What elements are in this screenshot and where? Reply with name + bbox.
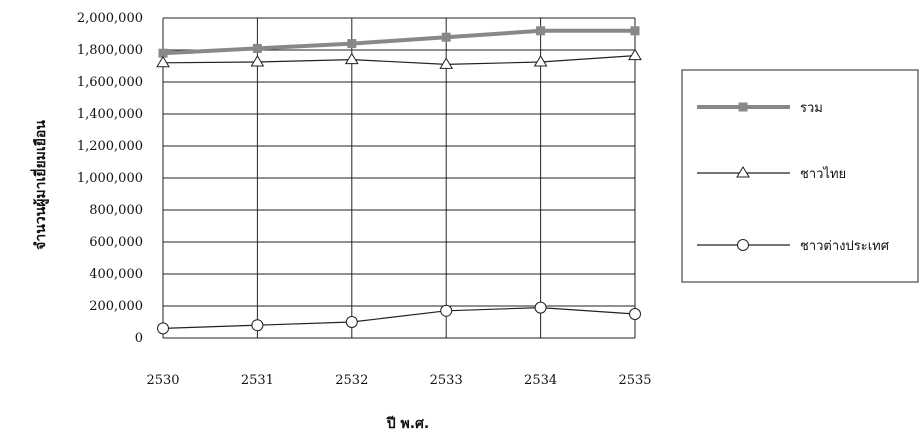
data-point-triangle xyxy=(156,55,170,68)
legend-label: ชาวต่างประเทศ xyxy=(800,239,890,254)
y-tick-label: 1,800,000 xyxy=(77,43,143,58)
series-line-1 xyxy=(162,28,635,56)
x-tick-label: 2535 xyxy=(618,373,651,388)
y-axis-ticks: 0 200,000 400,000 600,000 800,000 1,000,000 1,… xyxy=(77,11,143,346)
y-axis-title: จำนวนผู้มาเยี่ยมเยือน xyxy=(30,120,49,250)
y-tick-label: 1,000,000 xyxy=(77,171,143,186)
data-point-circle xyxy=(440,304,453,317)
data-point-triangle xyxy=(250,55,265,67)
data-point-triangle xyxy=(439,57,454,69)
legend-marker-circle xyxy=(737,239,749,251)
x-tick-label: 2533 xyxy=(430,373,463,388)
y-tick-label: 1,400,000 xyxy=(77,107,143,122)
legend-marker-square xyxy=(738,102,748,112)
data-point-square xyxy=(252,43,262,53)
data-point-square xyxy=(347,39,357,49)
legend-label: รวม xyxy=(800,101,823,116)
legend-marker-triangle xyxy=(736,166,750,178)
x-tick-label: 2530 xyxy=(146,373,179,388)
series-lines xyxy=(156,26,642,335)
series-line-2 xyxy=(162,55,636,66)
x-tick-label: 2532 xyxy=(335,373,368,388)
y-tick-label: 600,000 xyxy=(89,235,143,250)
series-line-3 xyxy=(162,306,636,329)
data-point-square xyxy=(441,32,451,42)
y-tick-label: 1,200,000 xyxy=(77,139,143,154)
data-point-square xyxy=(630,26,640,36)
data-point-circle xyxy=(534,301,547,314)
data-point-triangle xyxy=(533,55,548,67)
y-tick-label: 1,600,000 xyxy=(77,75,143,90)
data-point-triangle xyxy=(628,48,642,61)
data-point-circle xyxy=(345,316,358,328)
legend-label: ชาวไทย xyxy=(800,166,846,182)
x-axis-title: ปี พ.ศ. xyxy=(385,416,429,432)
y-tick-label: 800,000 xyxy=(89,203,143,218)
data-point-triangle xyxy=(344,52,359,65)
y-tick-label: 2,000,000 xyxy=(77,11,143,26)
data-point-circle xyxy=(251,319,264,332)
y-tick-label: 0 xyxy=(135,331,143,346)
data-point-circle xyxy=(629,308,641,320)
data-point-square xyxy=(536,26,546,36)
y-tick-label: 400,000 xyxy=(89,267,143,282)
x-tick-label: 2531 xyxy=(241,373,274,388)
plot-grid xyxy=(162,17,636,339)
x-axis-ticks: 2530 2531 2532 2533 2534 2535 xyxy=(146,373,651,388)
y-tick-label: 200,000 xyxy=(89,299,143,314)
x-tick-label: 2534 xyxy=(524,373,557,388)
data-point-circle xyxy=(157,322,169,335)
